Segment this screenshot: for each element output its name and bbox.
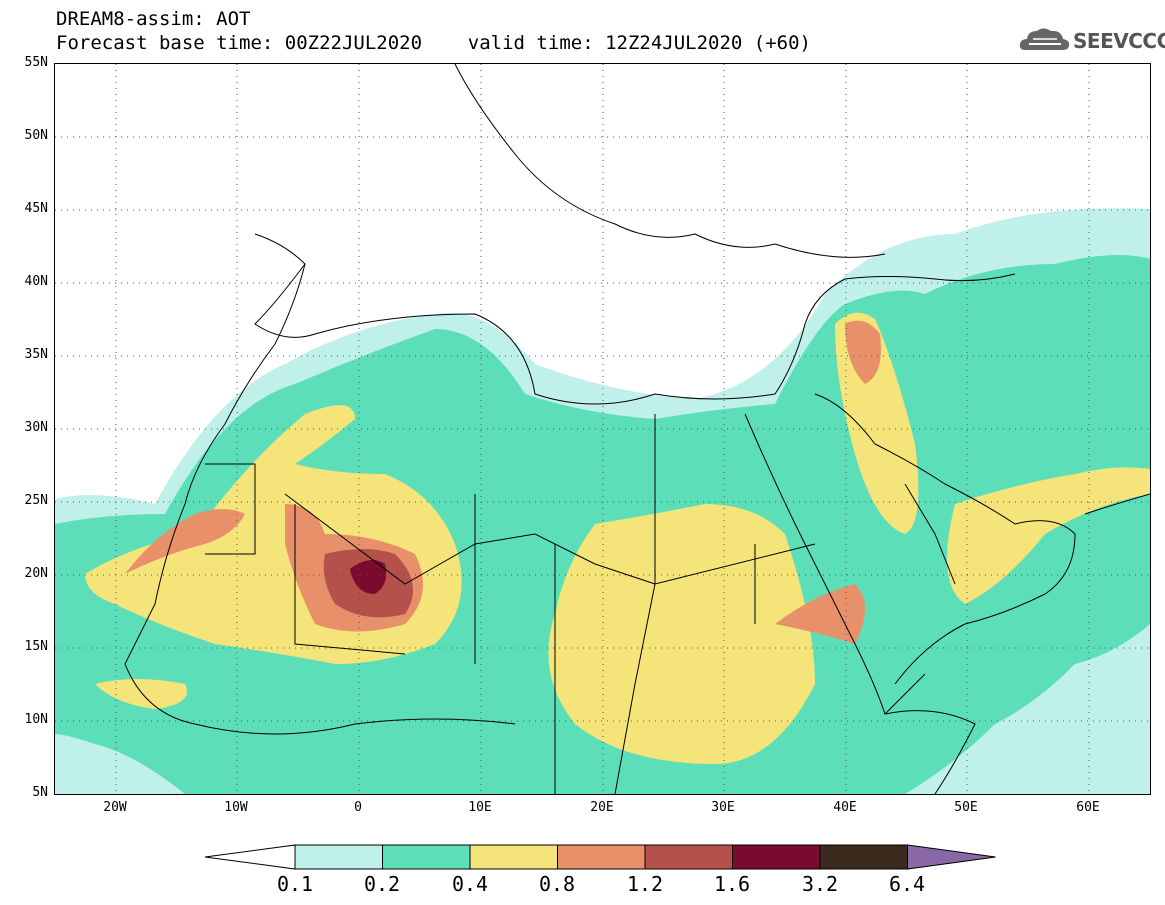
lon-label: 50E <box>954 800 978 815</box>
aot-band-0.4 <box>548 504 815 764</box>
lon-label: 30E <box>711 800 735 815</box>
aot-band-0.8 <box>845 320 881 384</box>
colorbar-label: 1.6 <box>713 872 751 896</box>
colorbar-label: 3.2 <box>801 872 839 896</box>
colorbar-swatch <box>819 844 908 870</box>
logo-text: SEEVCCC <box>1073 29 1165 53</box>
lat-label: 15N <box>24 639 48 654</box>
colorbar-swatch <box>294 844 383 870</box>
colorbar <box>205 844 996 870</box>
lon-label: 20E <box>590 800 614 815</box>
colorbar-under-arrow <box>205 844 296 870</box>
colorbar-over-arrow <box>907 844 996 870</box>
lat-label: 50N <box>24 128 48 143</box>
cloud-icon <box>1019 28 1070 50</box>
aot-field <box>55 64 1150 794</box>
aot-band-0.4 <box>95 679 187 709</box>
lon-label: 10W <box>224 800 248 815</box>
colorbar-label: 6.4 <box>888 872 926 896</box>
colorbar-label: 0.1 <box>276 872 314 896</box>
lat-label: 25N <box>24 493 48 508</box>
colorbar-swatch <box>644 844 733 870</box>
chart-title: DREAM8-assim: AOT <box>56 8 251 30</box>
lat-label: 30N <box>24 420 48 435</box>
lon-label: 0 <box>354 800 362 815</box>
lat-label: 40N <box>24 274 48 289</box>
lat-label: 20N <box>24 566 48 581</box>
aot-map <box>54 63 1151 795</box>
lon-label: 20W <box>103 800 127 815</box>
lat-label: 45N <box>24 201 48 216</box>
colorbar-label: 0.2 <box>363 872 401 896</box>
colorbar-swatch <box>469 844 558 870</box>
colorbar-label: 0.4 <box>451 872 489 896</box>
colorbar-swatch <box>557 844 646 870</box>
forecast-time-line: Forecast base time: 00Z22JUL2020 valid t… <box>56 32 811 54</box>
seevccc-logo: SEEVCCC <box>1017 20 1165 60</box>
lat-label: 5N <box>32 785 48 800</box>
lon-label: 60E <box>1076 800 1100 815</box>
lon-label: 40E <box>833 800 857 815</box>
lat-label: 35N <box>24 347 48 362</box>
aot-band-0.8 <box>125 509 245 574</box>
colorbar-swatch <box>382 844 471 870</box>
lat-label: 55N <box>24 55 48 70</box>
colorbar-label: 0.8 <box>538 872 576 896</box>
colorbar-swatch <box>732 844 821 870</box>
lat-label: 10N <box>24 712 48 727</box>
coastlines <box>124 64 1150 794</box>
lon-label: 10E <box>468 800 492 815</box>
aot-band-0.8 <box>775 584 865 644</box>
country-borders <box>205 414 956 794</box>
colorbar-label: 1.2 <box>626 872 664 896</box>
